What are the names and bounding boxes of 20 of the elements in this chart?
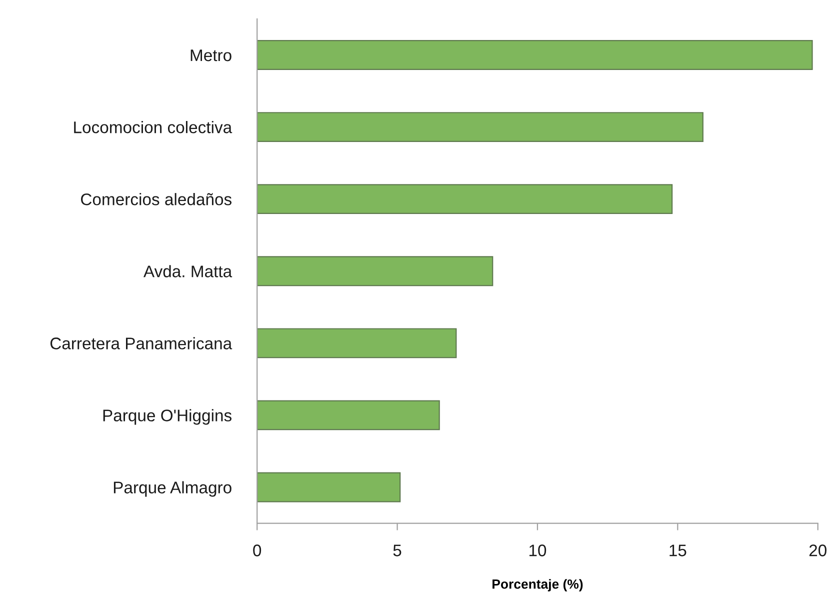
y-tick-label: Parque O'Higgins <box>103 409 232 425</box>
bar <box>257 112 704 142</box>
bar <box>257 472 401 502</box>
bar <box>257 184 673 214</box>
x-tick-label: 0 <box>253 544 262 556</box>
x-tick-label: 20 <box>809 544 826 556</box>
y-tick-label: Carretera Panamericana <box>50 337 232 350</box>
bar <box>257 400 440 430</box>
x-tick-label: 10 <box>529 544 546 556</box>
y-tick-label: Locomocion colectiva <box>74 120 232 134</box>
y-tick-label: Metro <box>190 50 232 62</box>
y-tick-label: Parque Almagro <box>114 481 232 497</box>
bar <box>257 40 813 70</box>
bar <box>257 328 457 358</box>
x-tick-label: 5 <box>393 544 402 556</box>
y-tick-label: Avda. Matta <box>143 265 232 278</box>
x-axis-title: Porcentaje (%) <box>492 579 583 592</box>
bar <box>257 256 494 286</box>
y-tick-label: Comercios aledaños <box>81 193 232 206</box>
x-tick-label: 15 <box>670 544 686 556</box>
